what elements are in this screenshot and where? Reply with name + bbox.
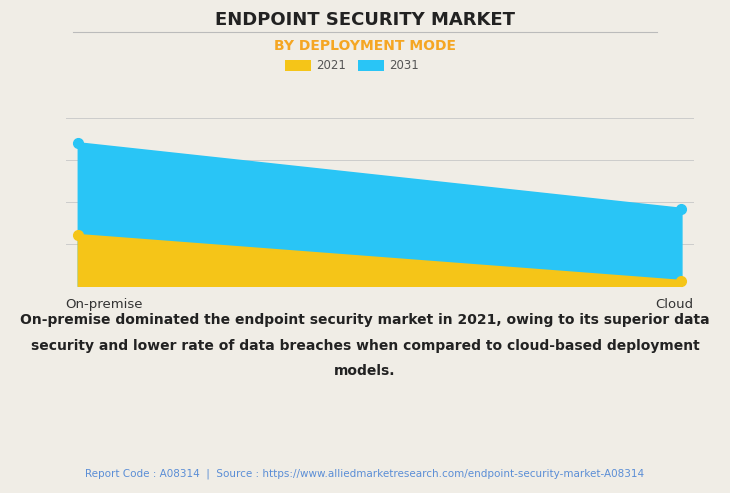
- Text: On-premise: On-premise: [66, 298, 143, 311]
- Text: On-premise dominated the endpoint security market in 2021, owing to its superior: On-premise dominated the endpoint securi…: [20, 313, 710, 327]
- Text: Report Code : A08314  |  Source : https://www.alliedmarketresearch.com/endpoint-: Report Code : A08314 | Source : https://…: [85, 469, 645, 479]
- Text: ENDPOINT SECURITY MARKET: ENDPOINT SECURITY MARKET: [215, 11, 515, 29]
- Text: models.: models.: [334, 364, 396, 378]
- Text: BY DEPLOYMENT MODE: BY DEPLOYMENT MODE: [274, 39, 456, 53]
- Text: 2021: 2021: [316, 59, 346, 71]
- Text: Cloud: Cloud: [656, 298, 693, 311]
- Text: security and lower rate of data breaches when compared to cloud-based deployment: security and lower rate of data breaches…: [31, 339, 699, 352]
- Text: 2031: 2031: [389, 59, 419, 71]
